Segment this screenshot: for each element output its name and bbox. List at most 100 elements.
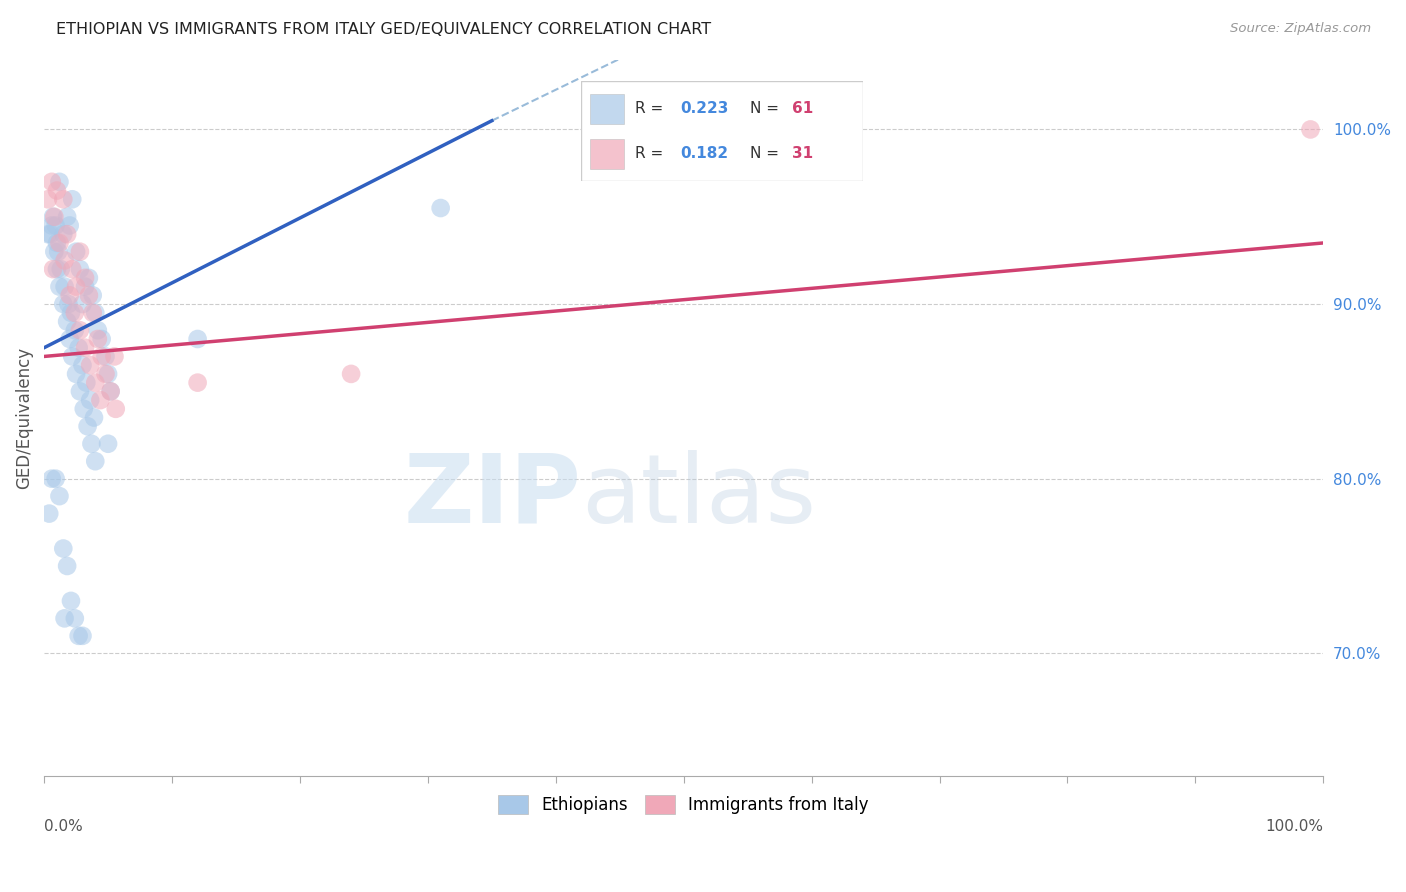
Point xyxy=(59,219,82,233)
Point xyxy=(65,367,87,381)
Point xyxy=(58,297,80,311)
Point xyxy=(104,401,127,416)
Point xyxy=(84,454,107,468)
Point xyxy=(45,235,67,250)
Point xyxy=(87,323,110,337)
Point xyxy=(45,219,67,233)
Point xyxy=(41,175,63,189)
Point xyxy=(52,192,75,206)
Text: atlas: atlas xyxy=(581,450,817,542)
Point xyxy=(38,507,60,521)
Point xyxy=(82,306,104,320)
Point xyxy=(89,393,111,408)
Point xyxy=(73,401,96,416)
Point xyxy=(48,489,70,503)
Point xyxy=(84,376,107,390)
Point xyxy=(77,271,100,285)
Point xyxy=(79,393,101,408)
Point xyxy=(60,350,83,364)
Point xyxy=(60,192,83,206)
Point xyxy=(97,436,120,450)
Point xyxy=(429,201,451,215)
Point xyxy=(41,219,63,233)
Point xyxy=(73,271,96,285)
Point xyxy=(103,350,125,364)
Point xyxy=(97,367,120,381)
Point xyxy=(67,629,90,643)
Point xyxy=(73,279,96,293)
Point xyxy=(56,227,79,242)
Point xyxy=(44,210,66,224)
Point xyxy=(90,332,112,346)
Point xyxy=(63,611,86,625)
Point xyxy=(48,235,70,250)
Point xyxy=(41,472,63,486)
Point xyxy=(53,253,76,268)
Point xyxy=(1299,122,1322,136)
Point xyxy=(72,297,94,311)
Point xyxy=(69,323,91,337)
Text: 100.0%: 100.0% xyxy=(1265,819,1323,834)
Point xyxy=(42,262,65,277)
Point xyxy=(44,244,66,259)
Point xyxy=(45,262,67,277)
Point xyxy=(69,262,91,277)
Point xyxy=(72,629,94,643)
Text: ZIP: ZIP xyxy=(404,450,581,542)
Point xyxy=(100,384,122,399)
Point xyxy=(73,341,96,355)
Point xyxy=(94,367,117,381)
Y-axis label: GED/Equivalency: GED/Equivalency xyxy=(15,346,32,489)
Point xyxy=(60,262,83,277)
Point xyxy=(79,358,101,372)
Point xyxy=(82,288,104,302)
Point xyxy=(49,262,72,277)
Point xyxy=(94,350,117,364)
Point xyxy=(87,332,110,346)
Point xyxy=(187,332,209,346)
Point xyxy=(63,323,86,337)
Point xyxy=(48,279,70,293)
Point xyxy=(76,419,98,434)
Point xyxy=(59,306,82,320)
Point xyxy=(39,227,62,242)
Point xyxy=(100,384,122,399)
Point xyxy=(56,559,79,574)
Point xyxy=(46,244,69,259)
Point xyxy=(45,184,67,198)
Point xyxy=(37,227,59,242)
Point xyxy=(52,227,75,242)
Point xyxy=(187,376,209,390)
Point xyxy=(72,358,94,372)
Point xyxy=(67,341,90,355)
Point xyxy=(340,367,363,381)
Point xyxy=(45,472,67,486)
Point xyxy=(80,436,103,450)
Point xyxy=(52,297,75,311)
Point xyxy=(42,210,65,224)
Point xyxy=(90,350,112,364)
Point xyxy=(65,244,87,259)
Point xyxy=(56,314,79,328)
Point xyxy=(83,410,105,425)
Point xyxy=(63,306,86,320)
Point xyxy=(48,175,70,189)
Text: 0.0%: 0.0% xyxy=(44,819,83,834)
Point xyxy=(75,376,97,390)
Point xyxy=(53,279,76,293)
Point xyxy=(69,384,91,399)
Point xyxy=(53,611,76,625)
Point xyxy=(59,288,82,302)
Legend: Ethiopians, Immigrants from Italy: Ethiopians, Immigrants from Italy xyxy=(492,789,876,821)
Point xyxy=(37,192,59,206)
Point xyxy=(52,541,75,556)
Point xyxy=(65,279,87,293)
Text: ETHIOPIAN VS IMMIGRANTS FROM ITALY GED/EQUIVALENCY CORRELATION CHART: ETHIOPIAN VS IMMIGRANTS FROM ITALY GED/E… xyxy=(56,22,711,37)
Point xyxy=(84,306,107,320)
Point xyxy=(59,594,82,608)
Point xyxy=(59,332,82,346)
Text: Source: ZipAtlas.com: Source: ZipAtlas.com xyxy=(1230,22,1371,36)
Point xyxy=(77,288,100,302)
Point xyxy=(69,244,91,259)
Point xyxy=(56,210,79,224)
